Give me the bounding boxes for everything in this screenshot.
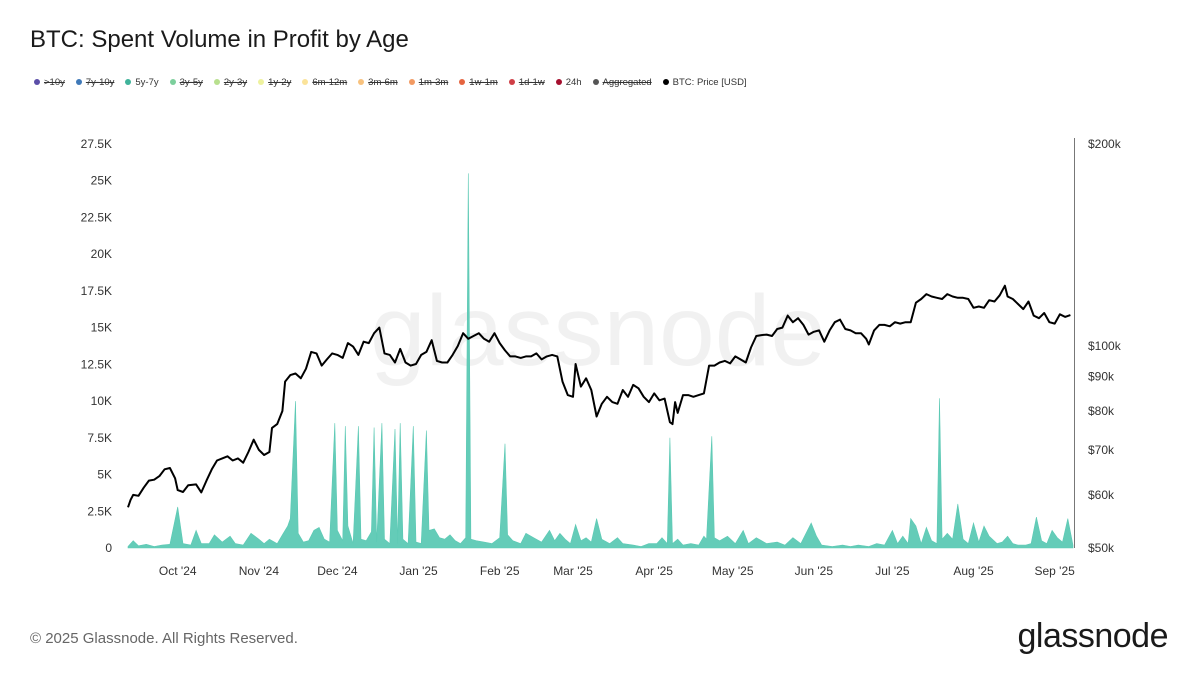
x-tick-label: Mar '25 [553, 564, 593, 578]
legend-dot-icon [662, 79, 669, 85]
legend-dot-icon [302, 79, 309, 85]
legend-item[interactable]: BTC: Price [USD] [662, 76, 747, 88]
legend-dot-icon [408, 79, 415, 85]
left-axis: 0 2.5K 5K 7.5K 10K 12.5K 15K 17.5K 20K 22.5K 25K 27… [81, 137, 113, 555]
legend-label: 24h [565, 76, 582, 88]
x-axis: Oct '24 Nov '24 Dec '24 Jan '25 Feb '25 Mar '… [159, 564, 1075, 578]
y-tick-label: 2.5K [87, 504, 112, 518]
x-tick-label: Jun '25 [795, 564, 834, 578]
y-tick-label: 25K [91, 174, 112, 188]
x-tick-label: Aug '25 [953, 564, 994, 578]
x-tick-label: Feb '25 [480, 564, 520, 578]
legend-label: 5y-7y [135, 76, 159, 88]
chart-title: BTC: Spent Volume in Profit by Age [30, 26, 409, 53]
legend-item[interactable]: 1m-3m [408, 76, 449, 88]
legend-item[interactable]: 3m-6m [358, 77, 398, 88]
legend-dot-icon [555, 79, 562, 85]
legend-label: 6m-12m [312, 76, 348, 88]
y-right-tick-label: $50k [1088, 541, 1115, 555]
legend-item[interactable]: 7y-10y [75, 76, 115, 88]
x-tick-label: Sep '25 [1035, 564, 1076, 578]
legend-item[interactable]: 5y-7y [125, 76, 159, 88]
legend-dot-icon [169, 79, 176, 85]
legend-label: BTC: Price [USD] [672, 76, 747, 88]
y-tick-label: 5K [97, 468, 112, 482]
y-tick-label: 12.5K [81, 357, 112, 371]
x-tick-label: Jul '25 [875, 564, 910, 578]
x-tick-label: Dec '24 [317, 564, 358, 578]
legend-dot-icon [75, 79, 82, 85]
chart-legend: >10y 7y-10y 5y-7y 3y-5y 2y-3y 1y-2y 6m-12m 3m-6… [34, 75, 758, 89]
legend-item[interactable]: >10y [34, 77, 65, 88]
legend-dot-icon [459, 79, 466, 85]
x-tick-label: Apr '25 [635, 564, 673, 578]
legend-item[interactable]: 1d-1w [508, 76, 545, 88]
legend-label: 7y-10y [85, 76, 115, 88]
chart-plot: glassnode 0 2.5K 5K 7.5K 10K 12.5K 15K 17.5K 20K… [81, 137, 1122, 578]
legend-item[interactable]: 24h [555, 76, 582, 88]
area-series-5y-7y [127, 173, 1074, 549]
y-right-tick-label: $80k [1088, 404, 1115, 418]
y-tick-label: 10K [91, 394, 112, 408]
legend-label: 1y-2y [268, 76, 292, 88]
legend-label: 1d-1w [518, 76, 545, 88]
x-tick-label: May '25 [712, 564, 754, 578]
y-tick-label: 0 [105, 541, 112, 555]
legend-dot-icon [34, 79, 40, 85]
x-tick-label: Jan '25 [399, 564, 438, 578]
y-right-tick-label: $200k [1088, 137, 1122, 151]
x-tick-label: Nov '24 [239, 564, 280, 578]
legend-dot-icon [508, 79, 515, 85]
y-tick-label: 27.5K [81, 137, 112, 151]
legend-label: 2y-3y [223, 76, 248, 88]
legend-item[interactable]: Aggregated [592, 76, 652, 88]
y-tick-label: 7.5K [87, 431, 112, 445]
legend-dot-icon [358, 79, 365, 85]
legend-label: >10y [44, 76, 65, 88]
legend-dot-icon [125, 79, 132, 85]
legend-dot-icon [592, 79, 599, 85]
legend-item[interactable]: 3y-5y [169, 76, 203, 88]
y-right-tick-label: $60k [1088, 488, 1115, 502]
legend-item[interactable]: 1y-2y [258, 77, 291, 88]
y-right-tick-label: $70k [1088, 443, 1115, 457]
legend-item[interactable]: 6m-12m [302, 77, 347, 88]
legend-item[interactable]: 1w-1m [459, 77, 498, 88]
x-tick-label: Oct '24 [159, 564, 197, 578]
series-layer [127, 173, 1074, 549]
watermark: glassnode [370, 275, 826, 387]
y-tick-label: 17.5K [81, 284, 112, 298]
copyright-text: © 2025 Glassnode. All Rights Reserved. [30, 630, 298, 647]
y-right-tick-label: $100k [1088, 339, 1122, 353]
legend-label: 1m-3m [418, 76, 449, 88]
legend-label: Aggregated [602, 76, 652, 88]
legend-label: 3y-5y [179, 76, 203, 88]
glassnode-logo[interactable]: glassnode [1017, 617, 1168, 655]
legend-item[interactable]: 2y-3y [213, 76, 248, 88]
legend-label: 3m-6m [368, 76, 398, 88]
line-series-btc-price [127, 284, 1071, 508]
legend-dot-icon [213, 79, 220, 85]
right-axis: $50k $60k $70k $80k $90k $100k $200k [1074, 137, 1122, 555]
y-tick-label: 22.5K [81, 210, 112, 224]
y-tick-label: 20K [91, 247, 112, 261]
legend-dot-icon [258, 79, 265, 85]
y-right-tick-label: $90k [1088, 370, 1115, 384]
legend-label: 1w-1m [469, 76, 498, 88]
y-tick-label: 15K [91, 321, 112, 335]
